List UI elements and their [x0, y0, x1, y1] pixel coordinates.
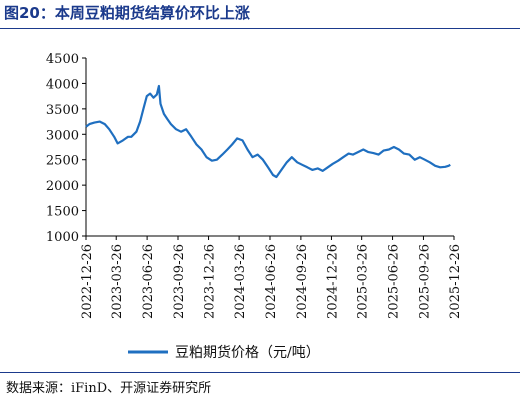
x-tick-label: 2023-06-26	[141, 244, 156, 319]
y-tick-label: 4000	[46, 77, 79, 92]
y-tick-label: 4500	[46, 52, 79, 67]
x-tick-label: 2023-03-26	[110, 244, 125, 319]
x-tick-label: 2025-03-26	[356, 244, 371, 319]
series-line	[85, 84, 451, 179]
x-tick-label: 2023-12-26	[203, 244, 218, 319]
y-tick-label: 1500	[46, 205, 79, 220]
x-tick-label: 2024-06-26	[264, 244, 279, 319]
y-tick-label: 3500	[46, 103, 79, 118]
y-tick-label: 2500	[46, 154, 79, 169]
y-tick-label: 1000	[46, 230, 79, 245]
y-tick-label: 2000	[46, 179, 79, 194]
line-chart: 1000 1500 2000 2500 3000 3500 4000 4500 2022-12-…	[46, 52, 463, 361]
figure-title: 图20：本周豆粕期货结算价环比上涨	[4, 4, 250, 22]
x-tick-label: 2023-09-26	[172, 244, 187, 319]
x-tick-label: 2025-09-26	[417, 244, 432, 319]
title-rule	[0, 28, 520, 29]
source-note: 数据来源：iFinD、开源证券研究所	[6, 381, 212, 396]
legend-label: 豆粕期货价格（元/吨）	[175, 344, 320, 361]
x-tick-label: 2022-12-26	[80, 244, 95, 319]
y-tick-label: 3000	[46, 128, 79, 143]
x-tick-label: 2025-12-26	[448, 244, 463, 319]
x-tick-label: 2025-06-26	[387, 244, 402, 319]
axes: 1000 1500 2000 2500 3000 3500 4000 4500 2022-12-…	[46, 52, 463, 319]
x-tick-label: 2024-03-26	[233, 244, 248, 319]
legend: 豆粕期货价格（元/吨）	[128, 344, 320, 361]
x-tick-label: 2024-09-26	[295, 244, 310, 319]
series-layer	[85, 84, 451, 179]
source-rule	[0, 372, 520, 373]
x-tick-label: 2024-12-26	[325, 244, 340, 319]
